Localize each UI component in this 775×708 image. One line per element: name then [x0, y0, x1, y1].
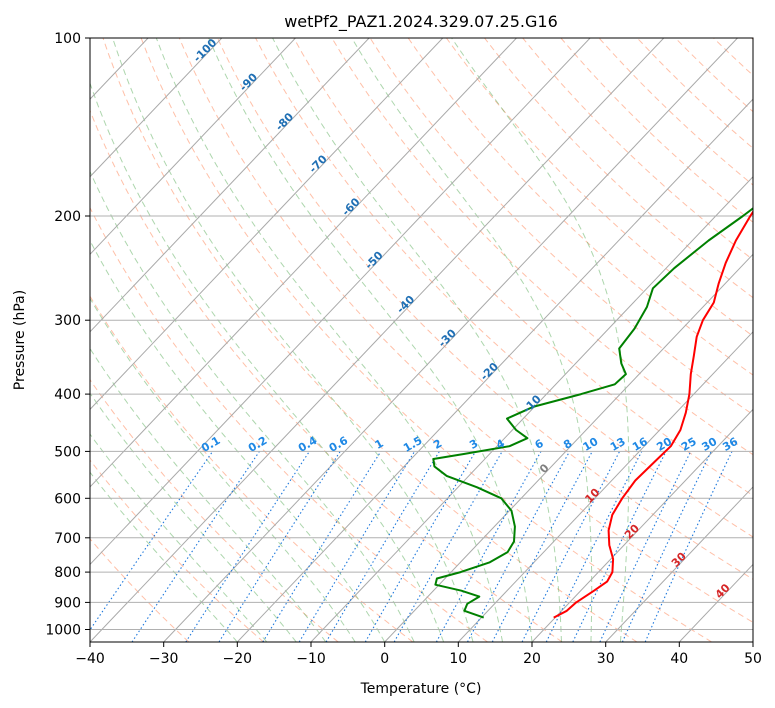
plot-frame [89, 37, 754, 643]
x-tick-label: −10 [296, 651, 326, 667]
pressure-gridlines [90, 38, 753, 630]
y-tick-label: 1000 [45, 623, 81, 639]
dry-adiabat [484, 38, 753, 299]
x-tick-label: −20 [223, 651, 253, 667]
mixing-ratio-line [435, 451, 542, 642]
mixing-ratio-line [621, 451, 712, 642]
x-tick-label: 0 [380, 651, 389, 667]
moist-adiabat [351, 38, 593, 642]
y-tick-label: 800 [54, 565, 81, 581]
isotherm [457, 331, 753, 642]
isotherm [90, 38, 370, 333]
y-tick-label: 100 [54, 31, 81, 47]
isotherm [90, 38, 296, 256]
isotherm [163, 38, 738, 642]
moist-adiabat [90, 433, 268, 642]
x-tick-label: 30 [597, 651, 615, 667]
isotherm [90, 38, 223, 178]
x-tick-label: 10 [449, 651, 467, 667]
x-tick-label: 40 [670, 651, 688, 667]
background-lines [90, 38, 753, 642]
mixing-ratio-line [572, 451, 667, 642]
dry-adiabat [90, 459, 264, 642]
dry-adiabat [178, 38, 753, 623]
moist-adiabat [112, 38, 474, 642]
isotherm [90, 38, 517, 488]
dry-adiabat [102, 38, 638, 642]
isotherm [384, 253, 753, 642]
dry-adiabat [636, 38, 753, 149]
isotherm [236, 98, 753, 642]
x-tick-label: −30 [149, 651, 179, 667]
mixing-ratio-line [599, 451, 692, 642]
dry-adiabat [90, 295, 414, 642]
moist-adiabat [272, 38, 562, 642]
mixing-ratio-line [644, 451, 733, 642]
x-tick-label: 50 [744, 651, 762, 667]
isotherm [310, 176, 753, 642]
chart-title: wetPf2_PAZ1.2024.329.07.25.G16 [284, 12, 558, 32]
moist-adiabat [208, 38, 533, 642]
dry-adiabat [90, 109, 563, 642]
isotherm [90, 38, 444, 411]
dry-adiabat [140, 38, 712, 642]
isotherm [605, 486, 753, 642]
mixing-ratio-line [393, 451, 503, 642]
isotherm [90, 38, 591, 566]
dry-adiabat [407, 38, 753, 376]
mixing-ratio-line [325, 451, 440, 642]
mixing-ratio-line [545, 451, 643, 642]
moist-adiabat [155, 38, 503, 642]
temperature-line [553, 210, 753, 619]
isotherm [531, 408, 753, 642]
dewpoint-line [432, 207, 753, 619]
dry-adiabat [90, 378, 339, 642]
mixing-ratio-line [185, 451, 310, 642]
dry-adiabat [598, 38, 753, 186]
x-axis-label: Temperature (°C) [360, 681, 482, 697]
y-tick-label: 500 [54, 444, 81, 460]
moist-adiabat [90, 239, 386, 642]
y-tick-label: 400 [54, 387, 81, 403]
x-axis-ticks: −40 −30 −20 −10 0 10 20 30 40 50 [75, 642, 762, 667]
mixing-ratio-line [298, 451, 416, 642]
sounding-series [432, 207, 753, 619]
y-tick-label: 300 [54, 313, 81, 329]
isotherm [90, 38, 665, 642]
y-axis-label: Pressure (hPa) [12, 290, 28, 390]
y-axis-ticks: 100 200 300 400 500 600 700 800 900 1000 [45, 31, 90, 639]
dry-adiabat [369, 38, 753, 416]
x-tick-label: 20 [523, 651, 541, 667]
y-tick-label: 200 [54, 209, 81, 225]
moist-adiabat [90, 81, 445, 642]
mixing-ratio-line [262, 451, 382, 642]
dry-adiabat [217, 38, 753, 580]
mixing-ratio-line [364, 451, 477, 642]
y-tick-label: 900 [54, 595, 81, 611]
moist-adiabat [90, 471, 238, 642]
dry-adiabat [445, 38, 753, 337]
moist-adiabat [90, 347, 327, 642]
dry-adiabat [293, 38, 753, 497]
moist-adiabat [90, 297, 356, 642]
moist-adiabat [451, 38, 630, 642]
moist-adiabat [90, 392, 297, 642]
y-tick-label: 700 [54, 531, 81, 547]
mixing-ratio-line [218, 451, 341, 642]
y-tick-label: 600 [54, 491, 81, 507]
mixing-ratio-line [90, 451, 214, 631]
x-tick-label: −40 [75, 651, 105, 667]
